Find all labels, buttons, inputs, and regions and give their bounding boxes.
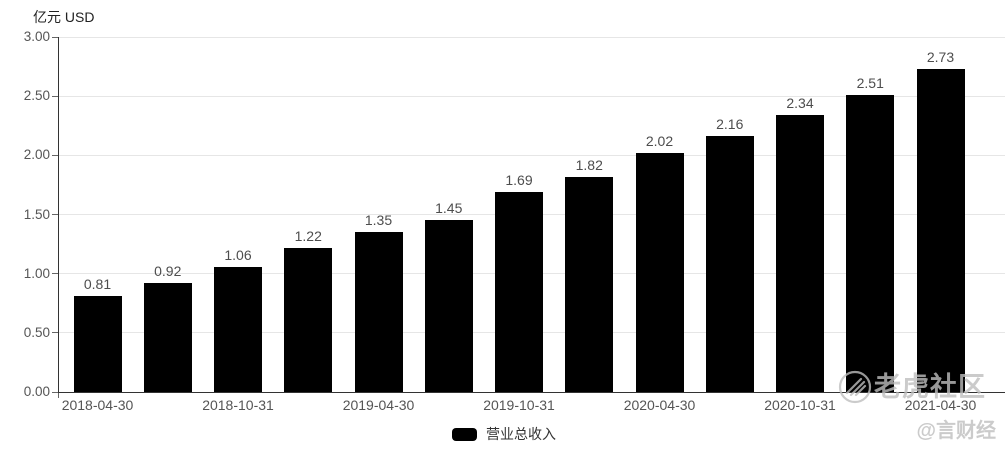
y-tick-label: 2.50 <box>23 88 50 104</box>
x-tick-label: 2019-10-31 <box>483 397 555 413</box>
axis-unit-label: 亿元 USD <box>33 9 95 25</box>
bar-value-label: 1.69 <box>505 172 533 189</box>
bar-value-label: 1.45 <box>435 200 463 217</box>
y-tick-label: 0.00 <box>23 384 50 399</box>
x-axis-origin-tick <box>58 393 59 398</box>
legend-item-revenue[interactable]: 营业总收入 <box>0 423 1008 445</box>
bar-value-label: 0.92 <box>154 263 182 280</box>
x-tick-label: 2018-10-31 <box>202 397 274 413</box>
y-tick-label: 0.50 <box>23 324 50 340</box>
y-axis-tick <box>52 214 58 215</box>
x-tick-label: 2021-04-30 <box>904 397 977 413</box>
x-axis-line <box>58 392 1005 393</box>
bar[interactable] <box>73 296 122 392</box>
bar-value-label: 1.22 <box>294 227 322 244</box>
bar[interactable] <box>635 152 684 392</box>
y-axis-tick <box>52 95 58 97</box>
x-tick-label: 2018-04-30 <box>61 397 134 413</box>
bar[interactable] <box>776 115 824 392</box>
y-axis-tick <box>52 36 58 38</box>
bar-value-label: 1.06 <box>224 246 252 263</box>
gridline <box>58 95 1005 97</box>
bar[interactable] <box>284 247 333 392</box>
bar-value-label: 2.51 <box>856 74 884 91</box>
y-axis-tick <box>52 273 58 275</box>
bar[interactable] <box>354 232 403 392</box>
bar-value-label: 2.73 <box>926 48 955 65</box>
y-tick-label: 1.50 <box>23 206 50 222</box>
bar[interactable] <box>143 283 192 392</box>
bar[interactable] <box>705 136 754 392</box>
bar-value-label: 2.16 <box>716 116 744 133</box>
x-tick-label: 2020-04-30 <box>623 397 696 413</box>
bar-value-label: 2.34 <box>786 95 814 112</box>
y-axis-tick <box>52 154 58 156</box>
y-tick-label: 1.00 <box>23 265 50 281</box>
y-axis-line <box>58 37 59 392</box>
bar-value-label: 2.02 <box>645 132 674 149</box>
bar-value-label: 1.82 <box>575 156 603 173</box>
bar[interactable] <box>214 266 262 392</box>
bar[interactable] <box>424 220 473 392</box>
y-axis-tick <box>52 391 58 393</box>
y-axis-tick <box>52 332 58 334</box>
y-tick-label: 3.00 <box>23 29 50 44</box>
legend-label: 营业总收入 <box>486 426 556 442</box>
x-tick-label: 2020-10-31 <box>764 397 836 413</box>
bar[interactable] <box>846 94 895 392</box>
bar[interactable] <box>565 176 614 392</box>
x-tick-label: 2019-04-30 <box>342 397 415 413</box>
legend-swatch <box>452 427 477 441</box>
gridline <box>58 154 1005 156</box>
bar-value-label: 0.81 <box>83 276 112 293</box>
y-tick-label: 2.00 <box>23 147 50 163</box>
bar[interactable] <box>495 192 543 392</box>
bar[interactable] <box>916 68 965 392</box>
bar-value-label: 1.35 <box>364 212 393 229</box>
gridline <box>58 36 1005 38</box>
